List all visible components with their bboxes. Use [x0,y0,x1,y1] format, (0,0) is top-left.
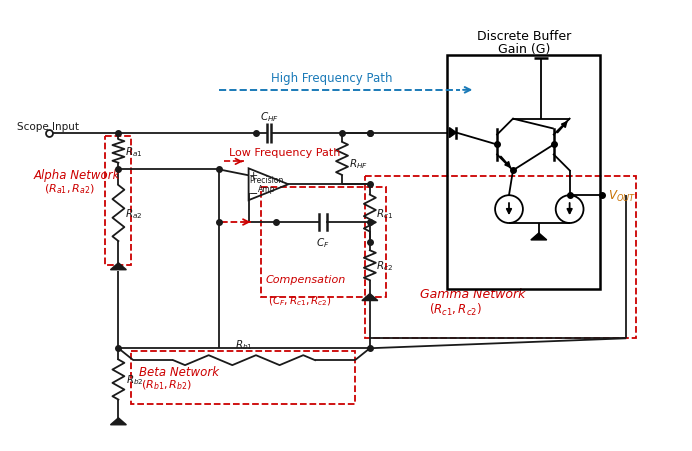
Text: $(C_F, R_{c1}, R_{c2})$: $(C_F, R_{c1}, R_{c2})$ [268,294,332,308]
Bar [365,177,636,339]
Text: $V_{OUT}$: $V_{OUT}$ [608,188,637,203]
Text: Amp: Amp [257,184,275,193]
Text: $(R_{b1}, R_{b2})$: $(R_{b1}, R_{b2})$ [141,377,192,391]
Bar [447,56,601,289]
Text: Gain (G): Gain (G) [498,42,550,55]
Text: $R_{b1}$: $R_{b1}$ [235,338,253,351]
Text: Precision: Precision [249,175,284,184]
Polygon shape [111,418,127,425]
Text: $R_{a2}$: $R_{a2}$ [125,207,143,221]
Text: Low Frequency Path: Low Frequency Path [229,148,340,158]
Polygon shape [449,129,456,138]
Text: Gamma Network: Gamma Network [419,287,525,300]
Text: Discrete Buffer: Discrete Buffer [477,30,571,42]
Bar [131,351,355,404]
Text: $R_{c1}$: $R_{c1}$ [376,207,393,221]
Text: $C_F$: $C_F$ [316,235,330,249]
Text: −: − [249,189,258,199]
Text: $R_{HF}$: $R_{HF}$ [349,157,368,171]
Text: Compensation: Compensation [266,274,346,284]
Polygon shape [531,234,547,240]
Text: $R_{b2}$: $R_{b2}$ [127,373,144,387]
Text: $(R_{a1}, R_{a2})$: $(R_{a1}, R_{a2})$ [44,182,95,196]
Text: Scope Input: Scope Input [17,121,79,131]
Polygon shape [111,263,127,270]
Text: $(R_{c1}, R_{c2})$: $(R_{c1}, R_{c2})$ [430,301,482,317]
Text: +: + [249,171,258,181]
Bar [260,188,385,297]
Text: $C_{HF}$: $C_{HF}$ [260,110,279,124]
Text: $R_{c2}$: $R_{c2}$ [376,259,393,272]
Polygon shape [362,294,378,301]
Bar [105,136,131,265]
Text: Alpha Network: Alpha Network [34,168,120,181]
Text: $R_{a1}$: $R_{a1}$ [125,145,143,158]
Text: High Frequency Path: High Frequency Path [271,72,393,85]
Text: Beta Network: Beta Network [139,365,219,378]
